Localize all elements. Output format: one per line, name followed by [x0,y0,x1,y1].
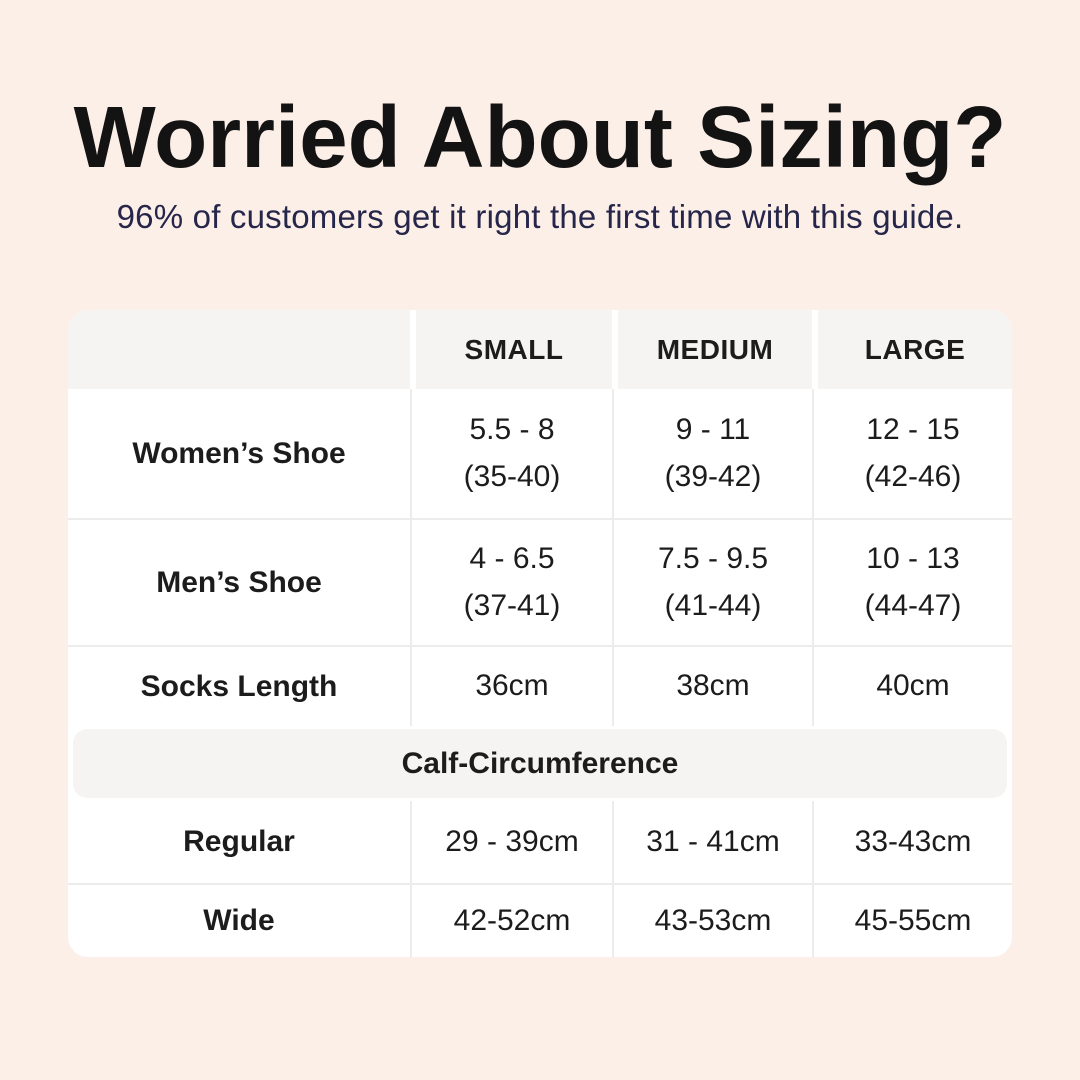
section-header-calf-circumference: Calf-Circumference [73,729,1007,798]
cell-socks-large: 40cm [812,647,1012,726]
value-line: 31 - 41cm [646,824,780,858]
value-line: 40cm [876,669,950,703]
value-line: 38cm [676,669,750,703]
value-line-eu: (35-40) [463,459,561,493]
value-line: 36cm [475,669,549,703]
table-row-socks-length: Socks Length 36cm 38cm 40cm [68,645,1012,726]
row-label-mens-shoe: Men’s Shoe [156,565,322,599]
value-line: 43-53cm [654,903,772,937]
header-cell-large: LARGE [812,310,1012,389]
row-label-regular: Regular [183,825,295,858]
cell-womens-medium: 9 - 11 (39-42) [612,389,812,518]
value-line: 5.5 - 8 [469,413,555,446]
value-line-eu: (42-46) [864,459,962,493]
page-subtitle: 96% of customers get it right the first … [116,197,964,235]
header-cell-small: SMALL [410,310,612,389]
header-cell-medium: MEDIUM [612,310,812,389]
cell-womens-small: 5.5 - 8 (35-40) [410,389,612,518]
cell-mens-small: 4 - 6.5 (37-41) [410,520,612,645]
value-line: 42-52cm [453,903,571,937]
row-label-wide: Wide [203,904,275,937]
sizing-table: SMALL MEDIUM LARGE Women’s Shoe 5.5 - 8 … [68,310,1012,957]
table-header-row: SMALL MEDIUM LARGE [68,310,1012,389]
cell-womens-large: 12 - 15 (42-46) [812,389,1012,518]
cell-socks-medium: 38cm [612,647,812,726]
table-row-wide: Wide 42-52cm 43-53cm 45-55cm [68,883,1012,957]
table-row-womens-shoe: Women’s Shoe 5.5 - 8 (35-40) 9 - 11 (39-… [68,389,1012,518]
value-line-eu: (37-41) [463,588,561,622]
cell-regular-small: 29 - 39cm [410,801,612,883]
value-line-eu: (41-44) [664,588,762,622]
value-line: 12 - 15 [866,413,960,446]
value-line: 9 - 11 [675,413,751,446]
cell-wide-large: 45-55cm [812,885,1012,957]
value-line: 45-55cm [854,903,972,937]
cell-mens-medium: 7.5 - 9.5 (41-44) [612,520,812,645]
page-title: Worried About Sizing? [73,89,1007,186]
row-label-womens-shoe: Women’s Shoe [132,436,346,470]
header-cell-blank [68,310,410,389]
value-line: 10 - 13 [866,542,960,575]
row-label-socks-length: Socks Length [140,669,338,703]
section-banner-wrap: Calf-Circumference [68,726,1012,801]
value-line-eu: (44-47) [864,588,962,622]
cell-regular-large: 33-43cm [812,801,1012,883]
table-row-regular: Regular 29 - 39cm 31 - 41cm 33-43cm [68,801,1012,883]
value-line: 33-43cm [854,824,972,858]
cell-wide-small: 42-52cm [410,885,612,957]
cell-socks-small: 36cm [410,647,612,726]
cell-mens-large: 10 - 13 (44-47) [812,520,1012,645]
cell-regular-medium: 31 - 41cm [612,801,812,883]
value-line: 29 - 39cm [445,824,579,858]
cell-wide-medium: 43-53cm [612,885,812,957]
value-line-eu: (39-42) [664,459,762,493]
table-row-mens-shoe: Men’s Shoe 4 - 6.5 (37-41) 7.5 - 9.5 (41… [68,518,1012,645]
value-line: 7.5 - 9.5 [657,542,769,575]
value-line: 4 - 6.5 [469,542,555,575]
